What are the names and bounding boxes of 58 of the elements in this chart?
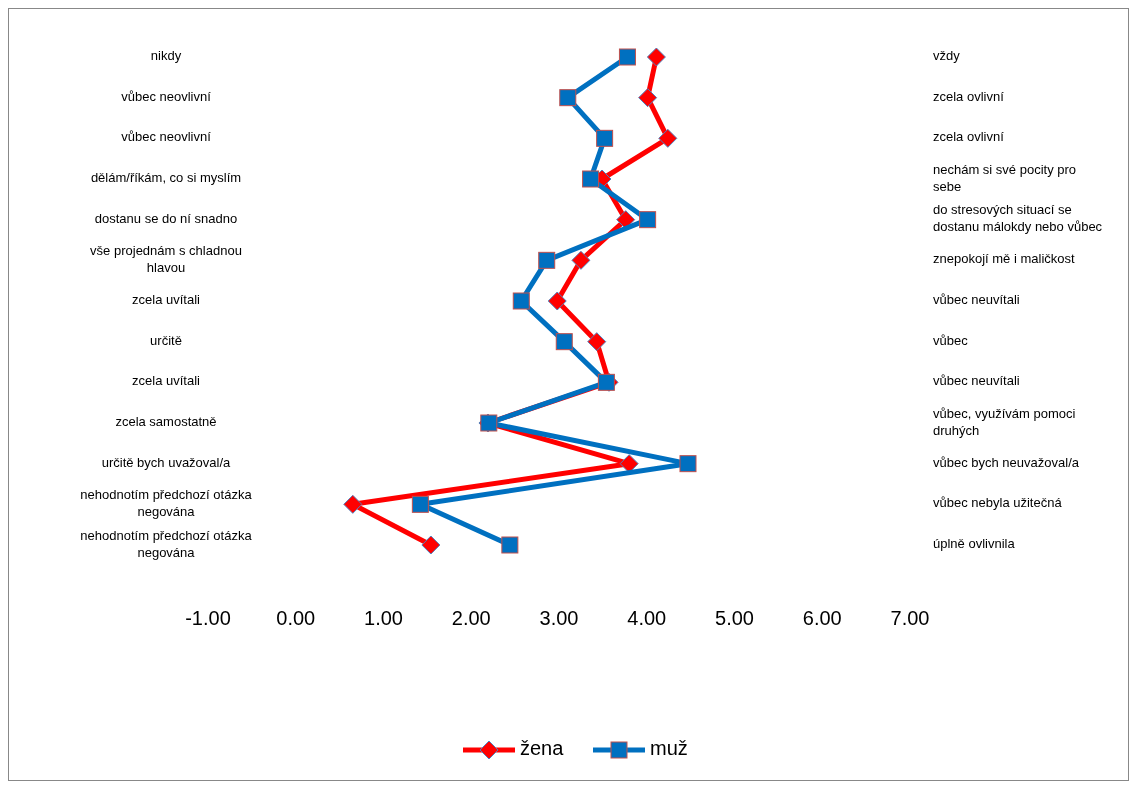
point <box>559 89 577 107</box>
point <box>571 250 591 270</box>
y-tick-label: určitě bych uvažoval/a <box>101 455 232 471</box>
point <box>618 48 636 66</box>
point <box>512 292 530 310</box>
legend-label: žena <box>520 737 565 760</box>
x-tick-label: 0.00 <box>276 607 316 630</box>
y-tick-label: vše projednám s chladnou hlavou <box>90 243 242 276</box>
y2-tick-label: úplně ovlivnila <box>933 536 1016 552</box>
y2-tick-label: vůbec neuvítali <box>933 292 1020 308</box>
y-tick-label: určitě <box>150 333 182 349</box>
y-tick-label: zcela uvítali <box>132 292 201 308</box>
point <box>547 291 567 311</box>
y-tick-label: nikdy <box>150 48 182 64</box>
y2-tick-label: vůbec bych neuvažoval/a <box>933 455 1080 471</box>
point <box>639 211 657 229</box>
point <box>596 129 614 147</box>
x-tick-label: -1.00 <box>185 607 231 630</box>
x-tick-label: 5.00 <box>715 607 754 630</box>
y2-tick-label: vůbec nebyla užitečná <box>933 495 1063 511</box>
y-tick-label: zcela uvítali <box>132 373 201 389</box>
y-tick-label: nehodnotím předchozí otázka negována <box>80 487 253 520</box>
x-tick-label: 7.00 <box>890 607 930 630</box>
y-tick-label: dělám/říkám, co si myslím <box>90 170 242 186</box>
point <box>538 251 556 269</box>
x-tick-label: 4.00 <box>627 607 667 630</box>
point <box>587 332 607 352</box>
point <box>501 536 519 554</box>
legend-label: muž <box>650 737 688 760</box>
point <box>555 333 573 351</box>
x-tick-label: 2.00 <box>451 607 491 630</box>
point <box>582 170 600 188</box>
x-tick-label: 6.00 <box>802 607 842 630</box>
y-tick-label: vůbec neovlivní <box>121 129 212 145</box>
y2-tick-label: nechám si své pocity pro sebe <box>933 161 1077 194</box>
y2-tick-label: zcela ovlivní <box>933 89 1005 105</box>
point <box>597 373 615 391</box>
y2-tick-label: do stresových situací se dostanu málokdy nebo vůbec <box>933 202 1103 235</box>
y2-tick-label: vůbec neuvítali <box>933 373 1020 389</box>
point <box>343 494 363 514</box>
point <box>421 535 441 555</box>
point <box>646 47 666 67</box>
y2-tick-label: zcela ovlivní <box>933 129 1005 145</box>
point <box>679 455 697 473</box>
y2-tick-label: vůbec, využívám pomoci druhých <box>933 405 1076 438</box>
y-tick-label: nehodnotím předchozí otázka negována <box>80 527 253 560</box>
y-tick-label: zcela samostatně <box>115 414 217 430</box>
point <box>638 88 658 108</box>
y-tick-label: dostanu se do ní snadno <box>94 211 238 227</box>
y2-tick-label: vůbec <box>933 333 969 349</box>
y2-tick-label: vždy <box>933 48 961 64</box>
x-tick-label: 1.00 <box>364 607 403 630</box>
point <box>411 495 429 513</box>
y-tick-label: vůbec neovlivní <box>121 89 212 105</box>
y2-tick-label: znepokojí mě i maličkost <box>933 251 1075 267</box>
x-tick-label: 3.00 <box>539 607 579 630</box>
point <box>616 210 636 230</box>
point <box>658 128 678 148</box>
